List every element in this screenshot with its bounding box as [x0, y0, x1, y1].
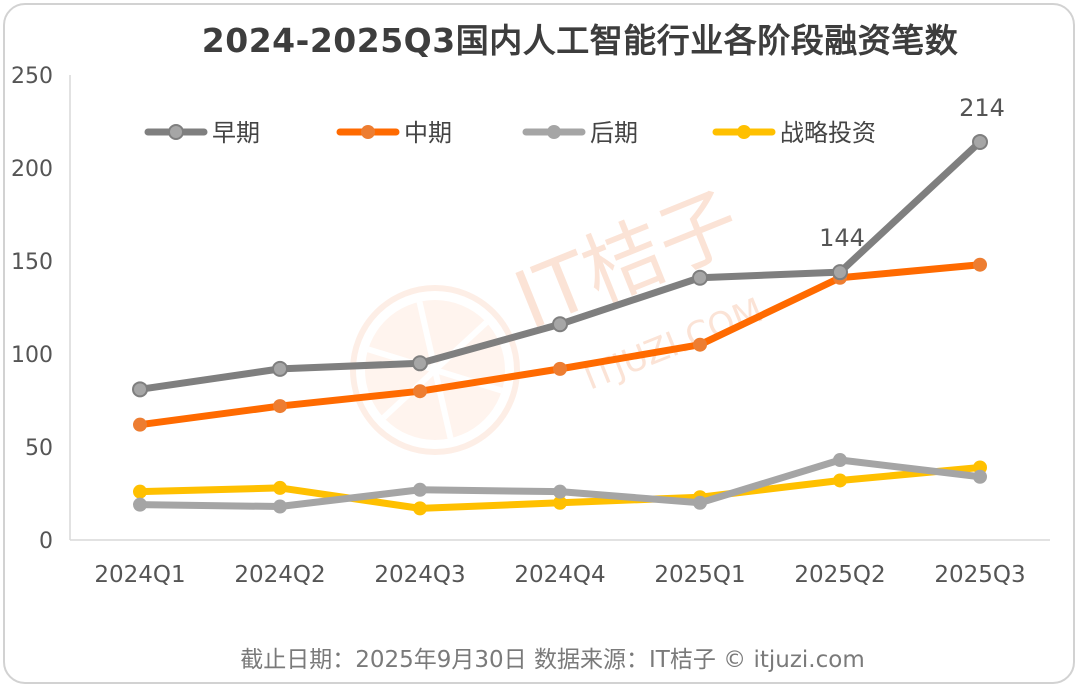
data-point	[133, 484, 147, 499]
data-point	[132, 381, 148, 398]
data-label: 214	[959, 94, 1005, 122]
legend-item: 早期	[144, 119, 260, 147]
watermark-logo-segment	[432, 320, 489, 373]
x-tick-label: 2024Q1	[94, 562, 185, 588]
series-group	[132, 133, 988, 516]
x-tick-label: 2024Q4	[514, 562, 605, 588]
legend-item: 中期	[336, 119, 452, 147]
y-tick-label: 100	[11, 343, 53, 368]
data-label: 144	[819, 224, 865, 252]
y-axis-ticks: 0 50 100 150 200 250	[11, 64, 53, 554]
legend-label: 早期	[212, 119, 260, 147]
legend-label: 战略投资	[780, 119, 876, 147]
data-point	[693, 337, 707, 352]
data-point	[552, 316, 568, 333]
data-point	[413, 384, 427, 399]
footer-source: 截止日期：2025年9月30日 数据来源：IT桔子 © itjuzi.com	[240, 647, 865, 673]
x-tick-label: 2025Q1	[654, 562, 745, 588]
data-point	[833, 473, 847, 488]
data-point	[972, 133, 988, 150]
y-tick-label: 250	[11, 64, 53, 89]
y-tick-label: 200	[11, 157, 53, 182]
x-tick-label: 2024Q3	[374, 562, 465, 588]
data-point	[973, 257, 987, 272]
legend-label: 中期	[404, 119, 452, 147]
data-point	[412, 355, 428, 372]
data-labels: 144 214	[819, 94, 1005, 252]
data-point	[272, 360, 288, 377]
data-point	[273, 399, 287, 414]
data-point	[833, 453, 847, 468]
x-tick-label: 2025Q2	[794, 562, 885, 588]
data-point	[692, 269, 708, 286]
data-point	[413, 482, 427, 497]
legend-swatch-marker	[737, 125, 751, 139]
data-point	[133, 417, 147, 432]
data-point	[553, 495, 567, 510]
data-point	[693, 495, 707, 510]
chart-title: 2024-2025Q3国内人工智能行业各阶段融资笔数	[201, 21, 959, 60]
watermark-logo-segment	[432, 369, 454, 439]
chart-frame	[3, 3, 1075, 684]
legend-swatch-marker	[168, 124, 184, 140]
legend-item: 战略投资	[712, 119, 876, 147]
x-tick-label: 2025Q3	[934, 562, 1025, 588]
series-0	[132, 133, 988, 398]
y-tick-label: 150	[11, 250, 53, 275]
x-tick-label: 2024Q2	[234, 562, 325, 588]
legend-label: 后期	[590, 119, 638, 147]
watermark-logo-ring	[350, 285, 520, 455]
data-point	[133, 497, 147, 512]
data-point	[832, 264, 848, 281]
series-2	[133, 453, 987, 514]
legend: 早期 中期 后期 战略投资	[144, 119, 876, 147]
legend-swatch-marker	[547, 125, 561, 139]
data-point	[553, 484, 567, 499]
axes	[69, 75, 1050, 541]
x-axis-ticks: 2024Q1 2024Q2 2024Q3 2024Q4 2025Q1 2025Q2 2025…	[94, 562, 1025, 588]
data-point	[413, 501, 427, 516]
data-point	[273, 499, 287, 514]
y-tick-label: 0	[39, 529, 53, 554]
y-tick-label: 50	[25, 436, 53, 461]
data-point	[973, 469, 987, 484]
data-point	[553, 361, 567, 376]
legend-item: 后期	[522, 119, 638, 147]
data-point	[273, 480, 287, 495]
legend-swatch-marker	[361, 125, 375, 139]
